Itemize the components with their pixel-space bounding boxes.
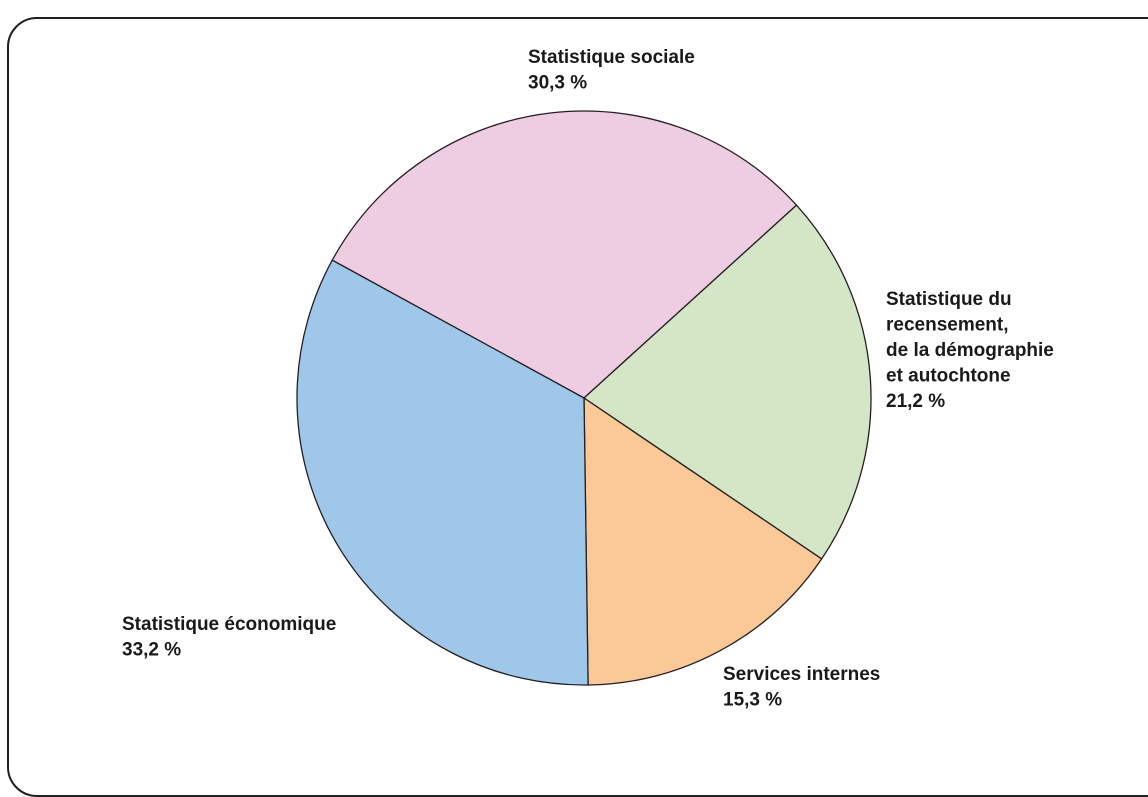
slice-label-3: Services internes 15,3 % [723,664,880,711]
pie-slice-1 [331,110,798,399]
slice-value-label: 33,2 % [122,640,181,661]
pie-slice-4 [296,259,589,686]
slice-name-label: Statistique sociale [528,47,695,68]
pie-chart: Statistique sociale 30,3 % Statistique du r… [122,47,1054,711]
slice-name-label: recensement, [886,315,1009,336]
slice-label-1: Statistique sociale 30,3 % [528,47,695,94]
slice-value-label: 15,3 % [723,690,782,711]
slice-name-label: de la démographie [886,340,1054,361]
pie-labels: Statistique sociale 30,3 % Statistique du r… [122,47,1054,711]
slice-name-label: et autochtone [886,366,1011,387]
slice-name-label: Statistique du [886,289,1012,310]
slice-value-label: 21,2 % [886,391,945,412]
slice-label-2: Statistique du recensement, de la démograp… [886,289,1054,412]
slice-value-label: 30,3 % [528,73,587,94]
slice-name-label: Statistique économique [122,614,336,635]
pie-slices [296,110,872,686]
pie-slice-3 [583,396,823,686]
slice-name-label: Services internes [723,664,880,685]
pie-slice-2 [582,204,872,560]
slice-label-4: Statistique économique 33,2 % [122,614,336,661]
